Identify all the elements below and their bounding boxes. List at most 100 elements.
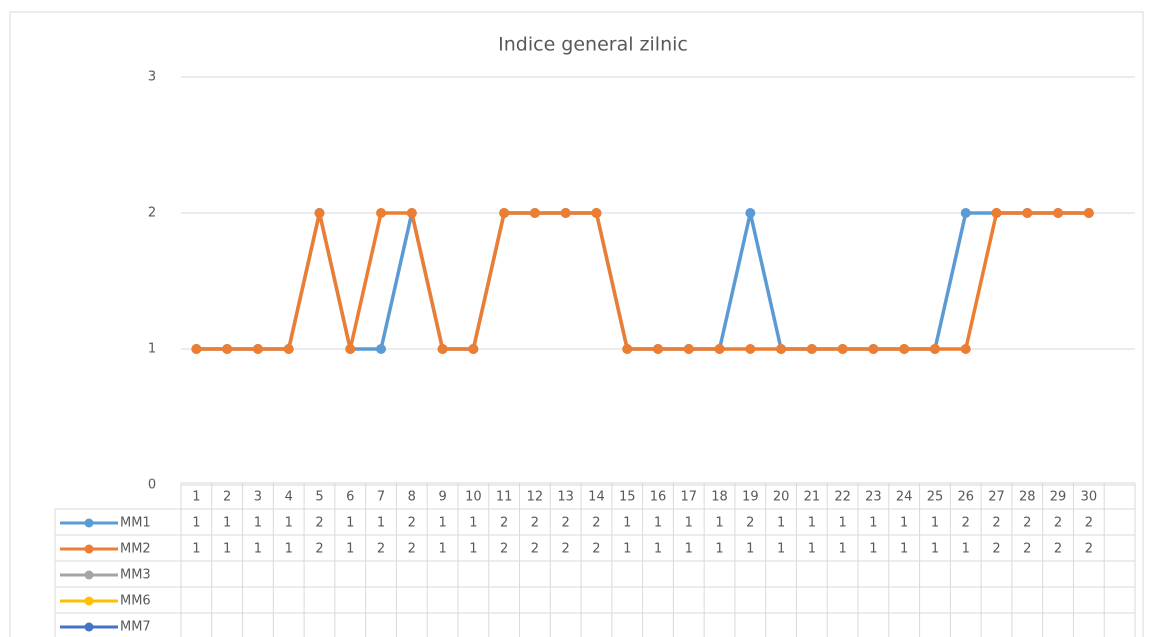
x-tick-label: 22 bbox=[834, 490, 851, 505]
data-point bbox=[1053, 208, 1064, 218]
data-point bbox=[222, 344, 233, 354]
table-value: 1 bbox=[285, 516, 293, 531]
legend-label: MM2 bbox=[120, 542, 151, 557]
data-point bbox=[560, 208, 571, 218]
table-value: 1 bbox=[285, 542, 293, 557]
table-value: 1 bbox=[715, 542, 723, 557]
table-value: 1 bbox=[839, 542, 847, 557]
data-point bbox=[376, 208, 387, 218]
data-point bbox=[252, 344, 263, 354]
table-value: 1 bbox=[808, 542, 816, 557]
x-tick-label: 6 bbox=[346, 490, 354, 505]
table-value: 1 bbox=[839, 516, 847, 531]
table-value: 1 bbox=[192, 542, 200, 557]
table-value: 1 bbox=[254, 516, 262, 531]
data-point bbox=[314, 208, 325, 218]
table-value: 1 bbox=[746, 542, 754, 557]
x-tick-label: 29 bbox=[1050, 490, 1067, 505]
data-point bbox=[345, 344, 356, 354]
table-value: 1 bbox=[685, 516, 693, 531]
table-value: 1 bbox=[654, 516, 662, 531]
table-value: 2 bbox=[562, 516, 570, 531]
data-point bbox=[776, 344, 787, 354]
x-tick-label: 24 bbox=[896, 490, 913, 505]
data-point bbox=[929, 344, 940, 354]
table-value: 1 bbox=[900, 542, 908, 557]
table-value: 1 bbox=[900, 516, 908, 531]
table-value: 1 bbox=[346, 542, 354, 557]
series-line bbox=[196, 211, 1089, 351]
x-tick-label: 10 bbox=[465, 490, 482, 505]
x-tick-label: 13 bbox=[557, 490, 574, 505]
x-tick-label: 20 bbox=[773, 490, 790, 505]
table-value: 1 bbox=[438, 542, 446, 557]
legend-label: MM7 bbox=[120, 620, 151, 635]
table-value: 2 bbox=[992, 542, 1000, 557]
table-value: 1 bbox=[962, 542, 970, 557]
x-tick-label: 14 bbox=[588, 490, 605, 505]
x-tick-label: 8 bbox=[408, 490, 416, 505]
table-value: 2 bbox=[408, 516, 416, 531]
legend-label: MM3 bbox=[120, 568, 151, 583]
x-tick-label: 28 bbox=[1019, 490, 1036, 505]
data-point bbox=[960, 344, 971, 354]
data-point bbox=[837, 344, 848, 354]
table-value: 1 bbox=[469, 516, 477, 531]
table-value: 2 bbox=[992, 516, 1000, 531]
data-point bbox=[868, 344, 879, 354]
y-tick-label: 2 bbox=[148, 206, 156, 221]
data-point bbox=[991, 208, 1002, 218]
x-tick-label: 26 bbox=[957, 490, 974, 505]
table-value: 2 bbox=[531, 516, 539, 531]
x-tick-label: 15 bbox=[619, 490, 636, 505]
table-value: 1 bbox=[469, 542, 477, 557]
table-value: 1 bbox=[623, 516, 631, 531]
data-point bbox=[960, 208, 971, 218]
table-value: 1 bbox=[869, 542, 877, 557]
y-tick-label: 3 bbox=[148, 70, 156, 85]
x-tick-label: 4 bbox=[285, 490, 293, 505]
x-tick-label: 23 bbox=[865, 490, 882, 505]
legend-label: MM6 bbox=[120, 594, 151, 609]
data-point bbox=[468, 344, 479, 354]
data-point bbox=[591, 208, 602, 218]
x-tick-label: 12 bbox=[527, 490, 544, 505]
data-point bbox=[1083, 208, 1094, 218]
table-value: 2 bbox=[377, 542, 385, 557]
x-tick-label: 30 bbox=[1081, 490, 1098, 505]
data-point bbox=[899, 344, 910, 354]
table-value: 1 bbox=[777, 516, 785, 531]
data-point bbox=[529, 208, 540, 218]
y-tick-label: 0 bbox=[148, 478, 156, 493]
data-point bbox=[683, 344, 694, 354]
table-value: 1 bbox=[715, 516, 723, 531]
table-value: 2 bbox=[562, 542, 570, 557]
table-value: 2 bbox=[500, 542, 508, 557]
data-point bbox=[714, 344, 725, 354]
table-value: 2 bbox=[531, 542, 539, 557]
data-point bbox=[745, 344, 756, 354]
table-value: 2 bbox=[1085, 516, 1093, 531]
legend-label: MM1 bbox=[120, 516, 151, 531]
table-value: 1 bbox=[192, 516, 200, 531]
table-value: 2 bbox=[315, 516, 323, 531]
table-value: 2 bbox=[1054, 516, 1062, 531]
table-value: 1 bbox=[931, 516, 939, 531]
table-value: 2 bbox=[962, 516, 970, 531]
table-value: 2 bbox=[1023, 542, 1031, 557]
x-tick-label: 21 bbox=[804, 490, 821, 505]
chart-frame bbox=[9, 11, 1144, 637]
table-value: 1 bbox=[223, 542, 231, 557]
legend-marker bbox=[84, 622, 94, 632]
table-value: 1 bbox=[377, 516, 385, 531]
table-value: 1 bbox=[346, 516, 354, 531]
x-tick-label: 17 bbox=[681, 490, 698, 505]
data-point bbox=[499, 208, 510, 218]
table-value: 2 bbox=[592, 516, 600, 531]
data-point bbox=[806, 344, 817, 354]
legend-marker bbox=[84, 596, 94, 606]
x-tick-label: 2 bbox=[223, 490, 231, 505]
legend-marker bbox=[84, 544, 94, 554]
legend-marker bbox=[84, 518, 94, 528]
table-value: 2 bbox=[746, 516, 754, 531]
